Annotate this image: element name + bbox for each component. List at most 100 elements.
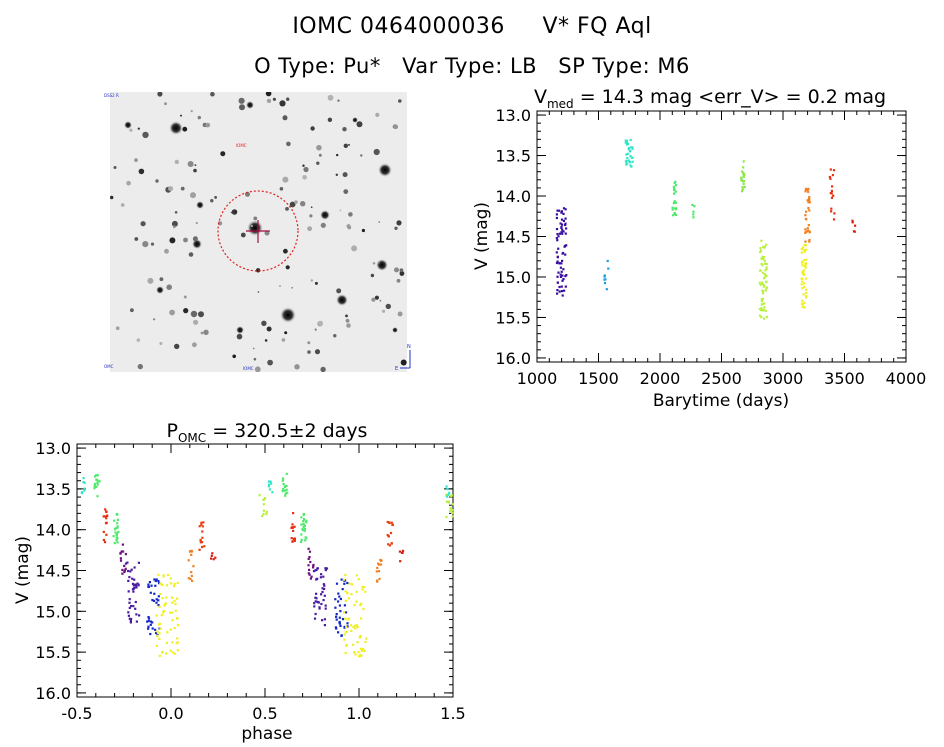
light-curve-point [556, 255, 559, 258]
finder-label-bottom-left: OMC [104, 364, 114, 369]
phased-point [103, 541, 107, 544]
finder-star [240, 232, 246, 238]
light-curve-point [629, 164, 632, 167]
phased-point [302, 523, 305, 526]
finder-star [339, 209, 342, 212]
light-curve-ylabel: V (mag) [472, 202, 492, 270]
phased-point [390, 542, 393, 545]
light-curve-point [692, 213, 695, 216]
phased-point [128, 576, 131, 579]
phased-point [95, 478, 98, 481]
phased-point [116, 536, 119, 539]
phased-point [282, 487, 285, 491]
phased-point [388, 544, 391, 547]
phased-point [335, 615, 338, 618]
phased-point [199, 541, 202, 544]
phased-point [346, 618, 349, 621]
phased-point [190, 553, 193, 556]
phased-point [387, 535, 390, 538]
phased-point [153, 592, 156, 595]
light-curve-point [851, 219, 854, 222]
phased-point [361, 585, 364, 589]
light-curve-point [627, 159, 631, 162]
phased-point [346, 622, 349, 625]
finder-star [342, 127, 347, 132]
phased-point [156, 630, 159, 633]
light-curve-point [563, 289, 566, 292]
finder-star [155, 179, 159, 183]
phased-point [307, 547, 310, 550]
phased-point [358, 655, 361, 658]
finder-star [192, 342, 197, 348]
phased-point [155, 644, 158, 647]
phased-ytick-label: 13.0 [35, 439, 71, 458]
finder-star [140, 221, 146, 227]
phased-point [303, 529, 306, 532]
light-curve-point [803, 301, 806, 304]
phased-point [334, 598, 337, 601]
light-curve-point [627, 148, 630, 151]
phased-point [152, 599, 155, 602]
finder-star [120, 203, 125, 207]
finder-star [348, 143, 350, 146]
light-curve-point [629, 138, 632, 142]
phased-point [132, 605, 135, 608]
light-curve-point [764, 269, 767, 272]
finder-star [282, 176, 289, 183]
finder-star [169, 237, 176, 244]
light-curve-point [564, 285, 567, 288]
light-curve-point [760, 299, 763, 303]
finder-star [343, 189, 349, 195]
finder-star [267, 359, 273, 366]
finder-star [230, 211, 233, 214]
phased-point [447, 500, 450, 503]
finder-star [134, 158, 138, 163]
finder-star [336, 153, 339, 157]
finder-star [310, 279, 313, 282]
phased-point [96, 479, 99, 482]
phased-point [190, 571, 193, 574]
light-curve-point [805, 248, 808, 251]
light-curve-point [561, 259, 564, 262]
phased-point [300, 523, 303, 526]
phased-point [83, 487, 86, 490]
light-curve-point [672, 185, 675, 188]
light-curve-point [804, 228, 807, 231]
phased-point [343, 604, 346, 607]
phased-point [314, 596, 317, 599]
light-curve-point [833, 212, 836, 215]
phased-point [175, 642, 178, 645]
phased-point [154, 584, 157, 587]
light-curve-point [760, 308, 763, 312]
phased-point [343, 633, 346, 636]
finder-star [169, 121, 183, 135]
light-curve-point [759, 251, 762, 254]
light-curve-point [740, 179, 743, 182]
phased-point [354, 653, 357, 656]
phased-point [316, 600, 319, 603]
phased-point [364, 640, 367, 644]
light-curve-point [741, 186, 744, 189]
phased-point [210, 554, 213, 557]
light-curve-point [804, 240, 807, 243]
finder-star [400, 359, 407, 366]
phased-point [267, 485, 270, 488]
phased-point [170, 582, 173, 585]
light-curve-point [741, 190, 744, 193]
phased-point [445, 495, 449, 498]
compass-north-label: N [407, 344, 411, 350]
light-curve-point [561, 252, 564, 255]
light-curve-point [624, 141, 627, 144]
phased-point [321, 590, 324, 594]
phased-point [299, 540, 303, 544]
light-curve-point [760, 303, 763, 306]
phased-point [146, 620, 149, 623]
phased-point [361, 649, 364, 652]
light-curve-point [758, 281, 761, 284]
phased-point [148, 581, 151, 584]
finder-star [317, 320, 324, 327]
finder-star [232, 354, 236, 359]
finder-star [247, 220, 263, 236]
phased-point [377, 570, 381, 573]
phased-point [323, 584, 326, 587]
